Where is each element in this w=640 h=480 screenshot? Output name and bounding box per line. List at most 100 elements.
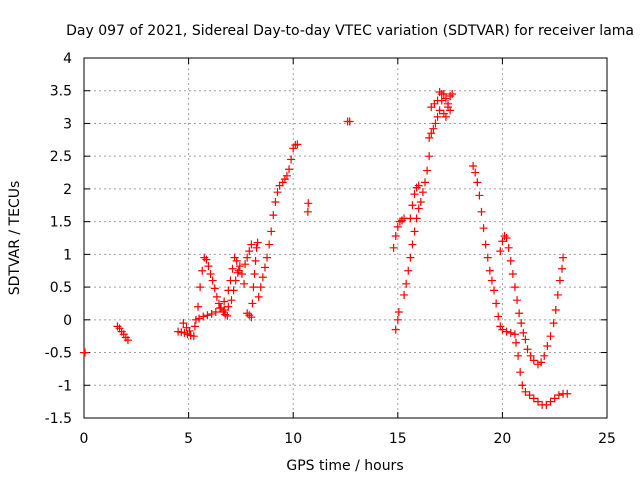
data-point xyxy=(265,240,274,249)
data-point xyxy=(551,306,560,314)
data-point xyxy=(427,129,436,138)
grid xyxy=(84,58,607,418)
x-axis-label: GPS time / hours xyxy=(286,458,403,474)
data-point xyxy=(498,237,507,246)
data-point xyxy=(437,90,446,98)
data-point xyxy=(254,292,263,301)
data-point xyxy=(515,309,524,318)
data-point xyxy=(425,133,434,142)
data-point xyxy=(533,397,542,406)
y-tick-label: -1.5 xyxy=(45,411,72,427)
data-point xyxy=(525,391,534,400)
data-point xyxy=(251,256,260,265)
data-point xyxy=(448,90,457,98)
data-point xyxy=(293,140,302,149)
data-point xyxy=(441,112,450,121)
data-point xyxy=(220,306,229,314)
data-point xyxy=(546,397,555,406)
data-point xyxy=(516,368,525,377)
data-point xyxy=(231,276,240,285)
x-tick-label: 20 xyxy=(493,431,511,447)
data-point xyxy=(248,299,257,308)
data-point xyxy=(506,256,515,265)
data-point xyxy=(214,299,223,308)
y-tick-label: 2 xyxy=(63,182,72,198)
data-point xyxy=(393,222,402,231)
data-point xyxy=(204,262,213,271)
data-point xyxy=(508,270,517,278)
data-point xyxy=(546,332,555,341)
data-point xyxy=(243,309,252,318)
data-point xyxy=(203,311,212,320)
x-tick-label: 5 xyxy=(184,431,193,447)
data-point xyxy=(506,328,515,337)
data-point xyxy=(473,178,482,187)
data-point xyxy=(393,315,402,324)
data-point xyxy=(492,299,501,308)
data-point xyxy=(408,240,417,249)
data-point xyxy=(496,247,505,256)
data-point xyxy=(416,198,425,206)
data-point xyxy=(433,112,442,121)
data-point xyxy=(391,325,400,334)
data-point xyxy=(490,286,499,295)
data-point xyxy=(215,304,224,313)
data-point xyxy=(410,190,419,199)
data-point xyxy=(543,342,552,350)
data-point xyxy=(402,279,411,288)
data-point xyxy=(229,286,238,295)
data-point xyxy=(406,253,415,262)
data-point xyxy=(235,262,244,271)
data-point xyxy=(519,328,528,337)
data-point xyxy=(113,322,122,331)
data-point xyxy=(435,106,444,115)
data-point xyxy=(389,243,398,252)
data-point xyxy=(199,312,208,321)
data-point xyxy=(304,199,313,208)
data-point xyxy=(511,338,520,347)
data-point xyxy=(523,345,532,354)
data-point xyxy=(475,191,484,200)
data-point xyxy=(212,292,221,301)
data-point xyxy=(258,273,267,282)
data-point xyxy=(237,270,246,278)
data-point xyxy=(400,290,409,299)
y-tick-label: 0 xyxy=(63,313,72,329)
y-tick-label: 4 xyxy=(63,51,72,67)
data-point xyxy=(429,124,438,133)
data-point xyxy=(397,216,406,225)
data-point xyxy=(431,119,440,128)
data-point xyxy=(189,332,198,341)
x-tick-label: 15 xyxy=(389,431,407,447)
data-point xyxy=(549,319,558,328)
data-point xyxy=(253,238,262,247)
data-point xyxy=(271,198,280,206)
data-point xyxy=(224,302,233,311)
data-point xyxy=(190,322,199,331)
x-tick-label: 25 xyxy=(598,431,616,447)
data-point xyxy=(269,211,278,220)
data-point xyxy=(247,313,256,322)
data-point xyxy=(303,207,312,216)
data-point xyxy=(469,162,478,170)
data-point xyxy=(391,232,400,241)
data-point xyxy=(554,391,563,400)
data-point xyxy=(227,296,236,305)
data-point xyxy=(404,266,413,275)
data-point xyxy=(550,394,559,403)
data-point xyxy=(228,264,237,273)
x-tick-label: 0 xyxy=(80,431,89,447)
data-point xyxy=(273,188,282,197)
data-point xyxy=(394,307,403,316)
data-point xyxy=(521,387,530,396)
data-point xyxy=(494,312,503,321)
data-point xyxy=(179,319,188,328)
data-point xyxy=(425,152,434,161)
data-point xyxy=(196,283,205,292)
data-point xyxy=(433,96,442,105)
data-point xyxy=(198,266,207,275)
axis-ticks: 0 5 10 15 20 25 -1.5 -1 -0.5 0 0.5 1 1.5 2 2.5 3 3.5 4 xyxy=(45,51,616,447)
data-point xyxy=(414,204,423,213)
y-tick-label: 1 xyxy=(63,247,72,263)
